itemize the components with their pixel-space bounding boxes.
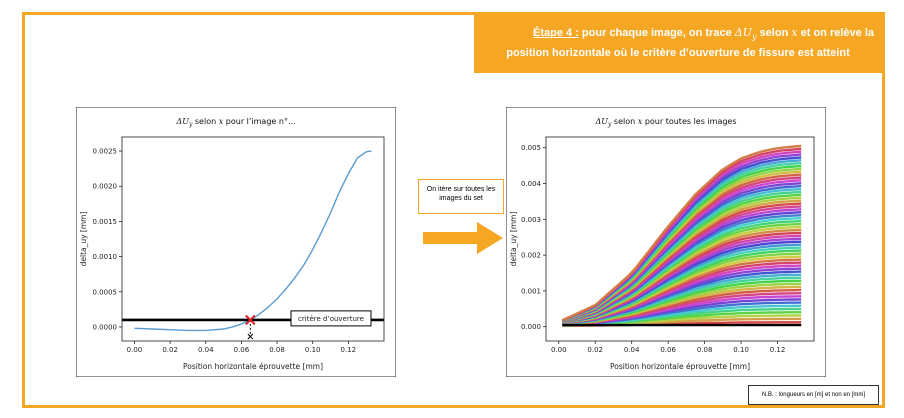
- x-tick-label: 0.10: [733, 346, 749, 354]
- step-text-b: selon: [756, 27, 792, 39]
- x-tick-label: 0.04: [198, 346, 214, 354]
- iterate-note-box: On itère sur toutes les images du set: [418, 179, 504, 214]
- threshold-label: critère d’ouverture: [298, 315, 364, 323]
- x-tick-label: 0.04: [624, 346, 640, 354]
- plot-area: [561, 144, 802, 328]
- image-curve: [561, 144, 802, 322]
- delta-symbol: ΔU: [734, 26, 752, 39]
- nb-note-box: N.B. : longueurs en [m] et non en [mm]: [748, 385, 879, 405]
- y-tick-label: 0.005: [521, 144, 541, 152]
- chart-title: ΔUy selon x pour l’image n°...: [175, 117, 295, 128]
- step-text-c: et on relève la: [797, 27, 874, 39]
- step-prefix: Étape 4 :: [533, 27, 579, 39]
- variable-x: x: [791, 26, 798, 39]
- step-description-box: Étape 4 : pour chaque image, on trace ΔU…: [474, 15, 882, 73]
- y-tick-label: 0.002: [521, 252, 541, 260]
- y-tick-label: 0.000: [521, 323, 541, 331]
- x-tick-label: 0.00: [551, 346, 567, 354]
- x-tick-label: 0.02: [162, 346, 178, 354]
- x-tick-label: 0.00: [127, 346, 143, 354]
- x-tick-label: 0.06: [234, 346, 250, 354]
- x-tick-label: 0.08: [269, 346, 285, 354]
- y-tick-label: 0.003: [521, 216, 541, 224]
- crossing-marker-icon: [245, 314, 256, 326]
- y-tick-label: 0.0010: [93, 253, 118, 261]
- x-tick-label: 0.12: [770, 346, 786, 354]
- y-tick-label: 0.004: [521, 180, 542, 188]
- x-tick-label: 0.02: [587, 346, 603, 354]
- y-tick-label: 0.0005: [93, 288, 118, 296]
- y-axis-label: delta_uy [mm]: [509, 212, 518, 267]
- y-tick-label: 0.0025: [93, 148, 118, 156]
- step-line-2: position horizontale où le critère d’ouv…: [506, 47, 850, 60]
- threshold-label-box: [290, 310, 372, 327]
- y-tick-label: 0.0020: [93, 183, 118, 191]
- y-axis-label: delta_uy [mm]: [79, 212, 88, 267]
- y-tick-label: 0.0015: [93, 218, 118, 226]
- all-images-chart: ΔUy selon x pour toutes les images 0.00 0.…: [506, 107, 826, 377]
- chart-title: ΔUy selon x pour toutes les images: [594, 117, 736, 128]
- x-tick-label: 0.08: [697, 346, 713, 354]
- delta-uy-curve: [134, 150, 372, 332]
- x-axis-label: Position horizontale éprouvette [mm]: [610, 362, 750, 371]
- x-tick-label: 0.06: [660, 346, 676, 354]
- delta-subscript: y: [751, 32, 757, 42]
- axes-frame: [121, 136, 385, 342]
- axes-frame: [545, 136, 815, 342]
- arrow-right-icon: [423, 222, 503, 254]
- x-tick-label: 0.10: [305, 346, 321, 354]
- nb-note: N.B. : longueurs en [m] et non en [mm]: [761, 392, 866, 398]
- y-tick-label: 0.0000: [93, 323, 118, 331]
- y-tick-label: 0.001: [521, 287, 541, 295]
- x-tick-label: 0.12: [341, 346, 357, 354]
- x-axis-label: Position horizontale éprouvette [mm]: [183, 362, 323, 371]
- chart-border: [76, 107, 396, 377]
- iterate-note: On itère sur toutes les images du set: [426, 186, 496, 202]
- crossing-x-marker: [247, 333, 254, 340]
- process-arrow: [423, 222, 503, 254]
- single-image-chart: ΔUy selon x pour l’image n°... critère d’…: [76, 107, 396, 377]
- step-text-a: pour chaque image, on trace: [578, 27, 735, 39]
- figure-frame: [22, 12, 885, 408]
